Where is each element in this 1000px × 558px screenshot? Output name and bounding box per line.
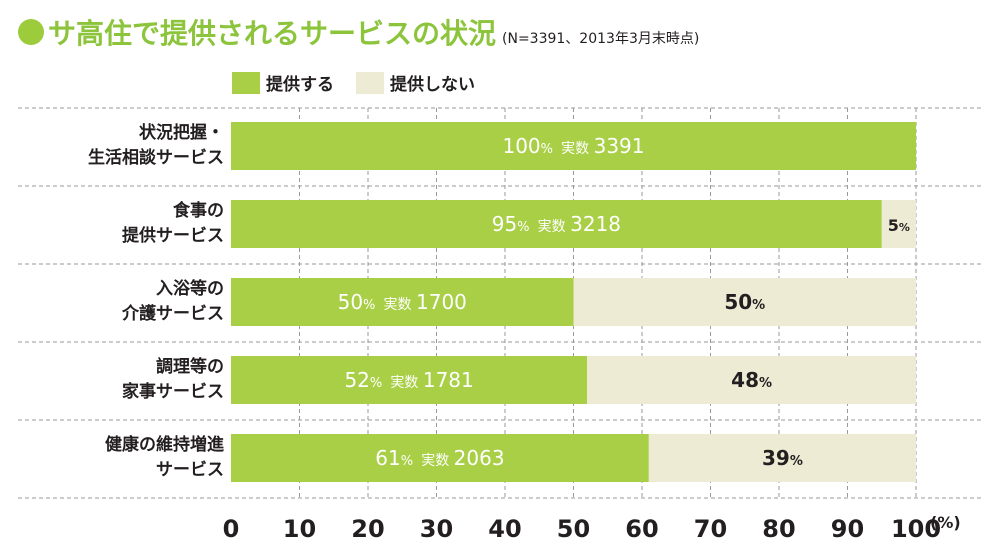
x-tick-label: 70 bbox=[694, 515, 727, 543]
category-label-line: 家事サービス bbox=[122, 382, 224, 402]
chart-title: サ高住で提供されるサービスの状況 (N=3391、2013年3月末時点) bbox=[18, 12, 699, 62]
category-label-line: 状況把握・ bbox=[139, 123, 224, 143]
category-label: 入浴等の介護サービス bbox=[20, 277, 224, 327]
bar-not-provide bbox=[881, 200, 916, 248]
bar-provide bbox=[231, 278, 574, 326]
category-label-line: 調理等の bbox=[156, 357, 224, 377]
category-label-line: 入浴等の bbox=[156, 279, 224, 299]
x-tick-label: 30 bbox=[420, 515, 453, 543]
bar-provide bbox=[231, 200, 882, 248]
x-tick-label: 50 bbox=[557, 515, 590, 543]
legend-item-not-provide: 提供しない bbox=[356, 70, 475, 95]
data-label-not-provide: 5% bbox=[888, 216, 910, 235]
x-tick-label: 80 bbox=[762, 515, 795, 543]
x-tick-label: 10 bbox=[283, 515, 316, 543]
bar-provide bbox=[231, 122, 916, 170]
data-label-provide: 61% 実数 2063 bbox=[375, 446, 504, 470]
legend-swatch-not-provide bbox=[356, 71, 384, 94]
data-label-not-provide: 48% bbox=[731, 368, 772, 392]
bar-not-provide bbox=[587, 356, 916, 404]
chart-title-note: (N=3391、2013年3月末時点) bbox=[502, 31, 700, 47]
x-axis-unit: (%) bbox=[930, 513, 961, 532]
x-tick-label: 20 bbox=[351, 515, 384, 543]
category-label: 調理等の家事サービス bbox=[20, 355, 224, 405]
legend: 提供する 提供しない bbox=[232, 70, 497, 95]
category-label-line: 生活相談サービス bbox=[88, 148, 224, 168]
legend-item-provide: 提供する bbox=[232, 70, 334, 95]
category-label-line: 食事の bbox=[173, 201, 224, 221]
category-label: 健康の維持増進サービス bbox=[20, 433, 224, 483]
x-tick-label: 100 bbox=[891, 515, 941, 543]
data-label-not-provide: 50% bbox=[724, 290, 765, 314]
x-tick-label: 90 bbox=[831, 515, 864, 543]
bullet-circle-icon bbox=[18, 19, 44, 45]
bar-provide bbox=[231, 356, 588, 404]
category-label-line: 提供サービス bbox=[122, 226, 224, 246]
category-label-line: 介護サービス bbox=[122, 304, 224, 324]
x-tick-label: 40 bbox=[488, 515, 521, 543]
category-label: 食事の提供サービス bbox=[20, 199, 224, 249]
category-label-line: 健康の維持増進 bbox=[105, 435, 224, 455]
category-label-line: サービス bbox=[156, 460, 224, 480]
x-tick-label: 0 bbox=[223, 515, 240, 543]
data-label-provide: 52% 実数 1781 bbox=[344, 368, 473, 392]
legend-swatch-provide bbox=[232, 71, 260, 94]
legend-label-provide: 提供する bbox=[266, 75, 334, 95]
x-tick-label: 60 bbox=[625, 515, 658, 543]
category-label: 状況把握・生活相談サービス bbox=[20, 121, 224, 171]
bar-not-provide bbox=[648, 434, 916, 482]
bar-provide bbox=[231, 434, 649, 482]
data-label-provide: 50% 実数 1700 bbox=[338, 290, 467, 314]
bar-not-provide bbox=[573, 278, 916, 326]
data-label-not-provide: 39% bbox=[762, 446, 803, 470]
data-label-provide: 95% 実数 3218 bbox=[492, 212, 621, 236]
legend-label-not-provide: 提供しない bbox=[390, 75, 475, 95]
data-label-provide: 100% 実数 3391 bbox=[502, 134, 644, 158]
chart-title-main: サ高住で提供されるサービスの状況 bbox=[48, 17, 497, 50]
